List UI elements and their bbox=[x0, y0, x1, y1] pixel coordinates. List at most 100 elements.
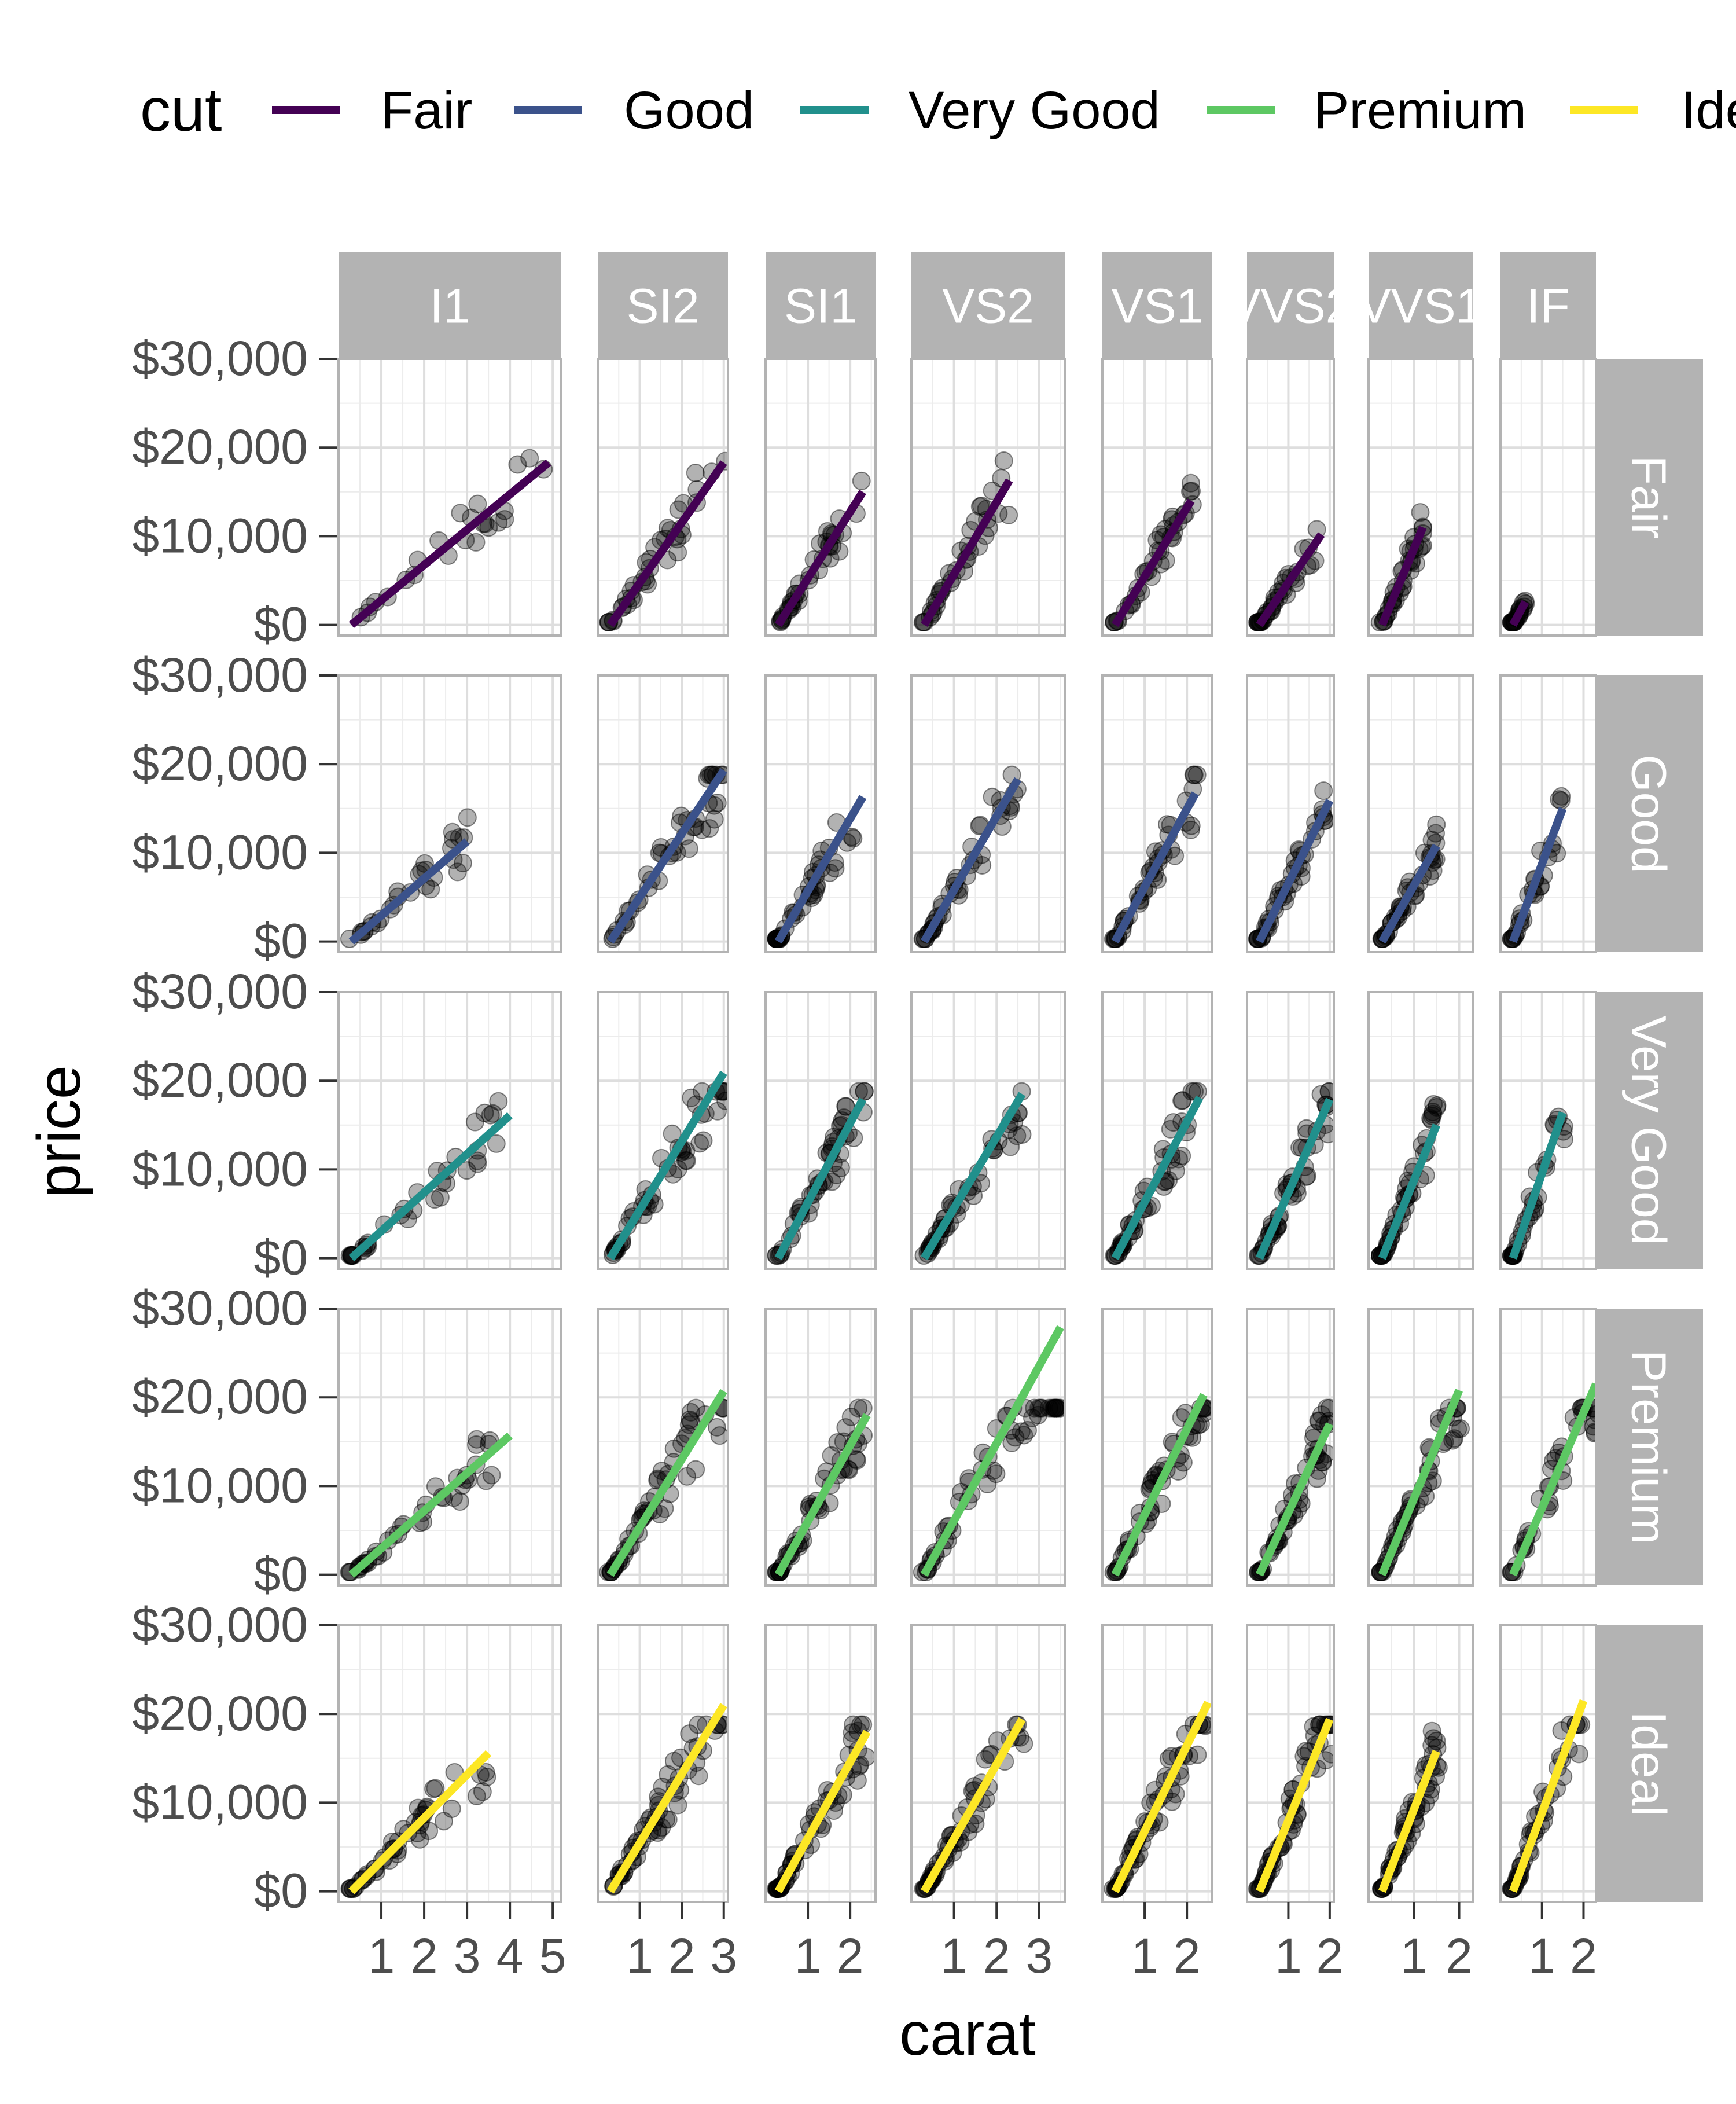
y-tick-label: $0 bbox=[254, 597, 308, 652]
y-tick-label: $20,000 bbox=[132, 420, 308, 474]
panel-very-good-vvs2 bbox=[1246, 991, 1335, 1270]
data-point bbox=[844, 829, 863, 848]
data-point bbox=[1172, 1091, 1191, 1110]
data-point bbox=[830, 542, 849, 561]
y-tick-label: $20,000 bbox=[132, 1369, 308, 1424]
data-point bbox=[668, 543, 687, 562]
trend-line-premium-vs1 bbox=[1111, 1393, 1208, 1577]
data-point bbox=[487, 1134, 506, 1153]
x-tick-label: 3 bbox=[1025, 1929, 1053, 1983]
panel-border bbox=[597, 674, 729, 953]
panel-premium-vs1 bbox=[1101, 1308, 1213, 1587]
panel-premium-vvs2 bbox=[1246, 1308, 1335, 1587]
trend-line-premium-if bbox=[1509, 1382, 1596, 1577]
y-tick-label: $0 bbox=[254, 1231, 308, 1285]
column-strip-if bbox=[1500, 252, 1596, 359]
trend-line-good-vvs1 bbox=[1378, 843, 1440, 944]
x-tick-label: 2 bbox=[837, 1929, 864, 1983]
column-strip-vvs2 bbox=[1247, 252, 1334, 359]
data-point bbox=[1310, 1412, 1329, 1431]
data-point bbox=[410, 1830, 429, 1849]
data-point bbox=[681, 1402, 700, 1422]
data-point bbox=[520, 449, 539, 468]
panel-good-si2 bbox=[597, 674, 729, 953]
panel-border bbox=[1246, 1308, 1335, 1587]
column-strip-label-if: IF bbox=[1527, 279, 1570, 333]
data-point bbox=[1320, 1398, 1334, 1418]
data-point bbox=[690, 1134, 709, 1153]
x-tick-label: 2 bbox=[668, 1929, 696, 1983]
panel-fair-if bbox=[1499, 358, 1597, 637]
data-point bbox=[1045, 1398, 1064, 1418]
panel-border bbox=[337, 1624, 562, 1903]
data-point bbox=[1552, 787, 1571, 806]
data-point bbox=[495, 510, 514, 529]
trend-line-very-good-i1 bbox=[348, 1112, 513, 1261]
panel-border bbox=[910, 1308, 1066, 1587]
panel-border bbox=[764, 358, 877, 637]
row-strip-premium bbox=[1596, 1309, 1703, 1585]
row-strip-label-good: Good bbox=[1622, 754, 1676, 873]
panel-border bbox=[1246, 358, 1335, 637]
data-point bbox=[852, 471, 871, 490]
data-point bbox=[468, 1151, 487, 1170]
legend-title: cut bbox=[140, 76, 222, 144]
trend-line-very-good-si2 bbox=[606, 1070, 727, 1261]
panel-border bbox=[1499, 674, 1597, 953]
x-tick-label: 1 bbox=[1275, 1929, 1302, 1983]
data-point bbox=[1411, 503, 1430, 522]
data-point bbox=[976, 1750, 995, 1769]
panel-very-good-vs2 bbox=[910, 991, 1066, 1270]
data-point bbox=[682, 1088, 701, 1107]
data-point bbox=[1007, 1126, 1027, 1145]
data-point bbox=[836, 1097, 855, 1116]
data-point bbox=[426, 1779, 445, 1798]
data-point bbox=[434, 1812, 453, 1831]
data-point bbox=[1006, 1428, 1025, 1447]
data-point bbox=[1424, 1095, 1443, 1114]
data-point bbox=[827, 1165, 846, 1184]
data-point bbox=[1051, 1398, 1065, 1418]
data-point bbox=[1047, 1398, 1065, 1418]
panel-good-if bbox=[1499, 674, 1597, 953]
data-point bbox=[1428, 1096, 1447, 1115]
data-point bbox=[705, 810, 724, 829]
panel-border bbox=[1246, 991, 1335, 1270]
data-point bbox=[689, 1715, 708, 1734]
data-point bbox=[973, 855, 992, 875]
y-tick-label: $0 bbox=[254, 1864, 308, 1918]
point-cloud bbox=[913, 451, 1018, 632]
panel-fair-si1 bbox=[764, 358, 877, 637]
data-point bbox=[707, 1418, 726, 1437]
data-point bbox=[843, 1723, 862, 1742]
panel-premium-vvs1 bbox=[1367, 1308, 1474, 1587]
data-point bbox=[1002, 1433, 1021, 1452]
data-point bbox=[482, 1466, 501, 1485]
panel-border bbox=[597, 1624, 729, 1903]
panel-border bbox=[910, 674, 1066, 953]
data-point bbox=[1029, 1398, 1049, 1418]
trend-line-very-good-si1 bbox=[774, 1097, 867, 1260]
data-point bbox=[1187, 765, 1207, 784]
x-tick-label: 1 bbox=[1131, 1929, 1158, 1983]
column-strip-label-vs2: VS2 bbox=[942, 279, 1034, 333]
data-point bbox=[467, 1787, 486, 1806]
trend-line-good-i1 bbox=[348, 838, 470, 945]
panel-very-good-if bbox=[1499, 991, 1597, 1270]
panel-very-good-i1 bbox=[337, 991, 562, 1270]
row-strip-label-premium: Premium bbox=[1622, 1350, 1676, 1544]
trend-line-very-good-vs2 bbox=[921, 1092, 1026, 1261]
legend-label-good: Good bbox=[624, 81, 754, 140]
panel-border bbox=[337, 674, 562, 953]
data-point bbox=[1182, 816, 1201, 835]
data-point bbox=[479, 518, 498, 537]
trend-line-premium-vvs2 bbox=[1256, 1422, 1334, 1577]
trend-line-fair-vs1 bbox=[1111, 498, 1195, 627]
data-point bbox=[686, 1398, 705, 1418]
panel-ideal-si1 bbox=[764, 1624, 877, 1903]
data-point bbox=[1311, 1085, 1330, 1104]
panel-border bbox=[910, 991, 1066, 1270]
data-point bbox=[1309, 1411, 1328, 1430]
point-cloud bbox=[340, 808, 477, 949]
panel-border bbox=[764, 1308, 877, 1587]
